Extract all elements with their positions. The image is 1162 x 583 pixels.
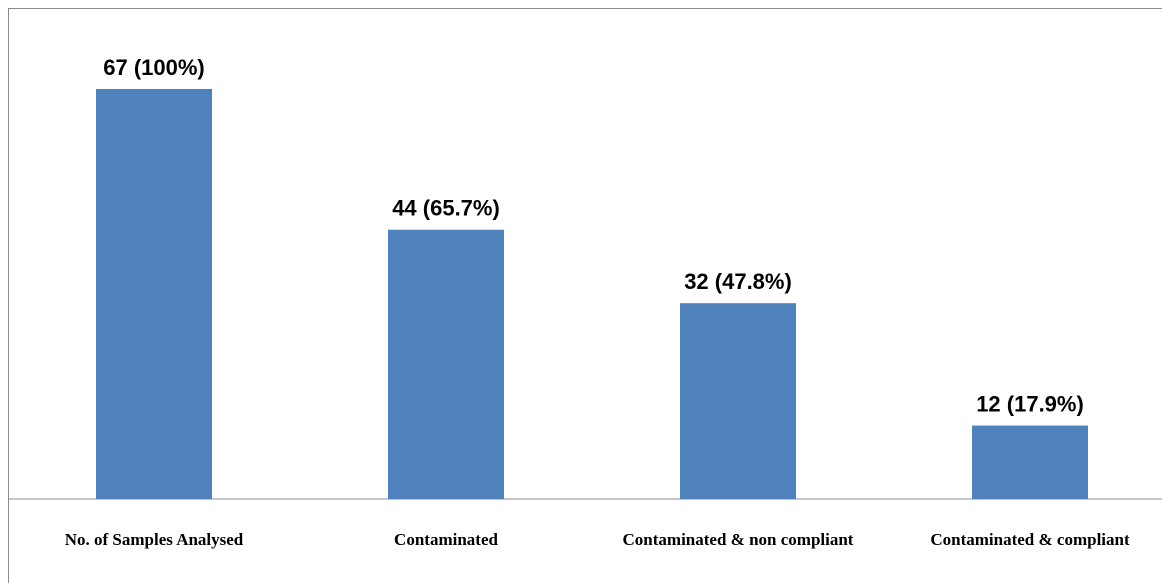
bar-2 xyxy=(680,303,796,499)
bar-0 xyxy=(96,89,212,499)
data-label-2: 32 (47.8%) xyxy=(684,269,792,294)
category-labels-layer: No. of Samples Analysed Contaminated Conta… xyxy=(65,530,1130,549)
bar-3 xyxy=(972,425,1088,499)
bars-layer xyxy=(96,89,1088,499)
category-label-1: Contaminated xyxy=(394,530,498,549)
category-label-3: Contaminated & compliant xyxy=(930,530,1130,549)
category-label-2: Contaminated & non compliant xyxy=(623,530,854,549)
bar-1 xyxy=(388,229,504,499)
data-labels-layer: 67 (100%) 44 (65.7%) 32 (47.8%) 12 (17.9%) xyxy=(103,55,1084,417)
data-label-0: 67 (100%) xyxy=(103,55,205,80)
chart-frame xyxy=(8,8,1162,583)
category-label-0: No. of Samples Analysed xyxy=(65,530,244,549)
data-label-3: 12 (17.9%) xyxy=(976,392,1084,417)
data-label-1: 44 (65.7%) xyxy=(392,196,500,221)
